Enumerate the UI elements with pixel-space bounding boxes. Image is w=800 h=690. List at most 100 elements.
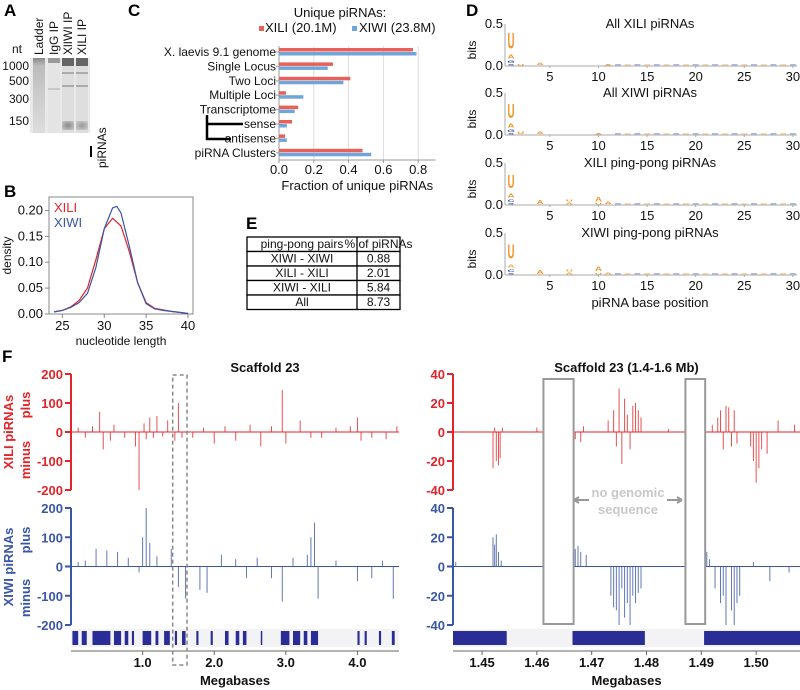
bar-xiwi (279, 109, 295, 114)
gel-band-pirna (62, 121, 74, 130)
y-axis-label: density (0, 236, 14, 274)
gene-block (142, 631, 152, 645)
logo-background-mark (634, 64, 641, 66)
logo-background-mark (780, 133, 787, 135)
logo-letter-c: C (507, 269, 515, 273)
density-chart: 25 30 35 40 0.00 0.05 0.10 0.15 0.20 nucleotide l… (0, 196, 195, 348)
logo-background-mark (682, 203, 689, 205)
logo-background-mark (789, 203, 796, 205)
density-line-xiwi (53, 205, 189, 315)
gene-block (704, 631, 800, 645)
gene-block (364, 631, 367, 645)
legend-title: Unique piRNAs: (294, 5, 387, 20)
panel-letter-d: D (466, 1, 478, 20)
track-title: Scaffold 23 (1.4-1.6 Mb) (554, 360, 698, 375)
logo-background-mark (624, 203, 631, 205)
legend-xiwi: XIWI (54, 215, 82, 230)
legend-xiwi: XIWI (23.8M) (359, 20, 436, 35)
logo-background-mark (741, 203, 748, 205)
gel-lane-igg (48, 58, 60, 133)
logo-background-mark (770, 203, 777, 205)
logo-background-mark (614, 64, 621, 66)
legend-xili: XILI (54, 200, 77, 215)
y-tick-label: -20 (426, 589, 445, 604)
gene-block (174, 631, 177, 645)
arrow-right-icon (667, 496, 683, 504)
gene-block (310, 631, 319, 645)
panel-letter-c: C (128, 1, 140, 20)
logo-background-mark (721, 133, 728, 135)
x-tick-label: 25 (55, 318, 69, 333)
gene-block (155, 631, 159, 645)
x-tick-label: 0.2 (305, 162, 323, 177)
gel-marker-1000: 1000 (2, 59, 29, 73)
x-tick-label: 25 (737, 208, 751, 223)
logo-letter-a: A (537, 199, 544, 205)
logo-letter-a: A (507, 263, 515, 269)
gel-lane-xili (76, 58, 88, 133)
gene-block (210, 631, 213, 645)
y-tick-label: 100 (41, 396, 63, 411)
gel-band (48, 58, 60, 63)
bar-xiwi (279, 80, 344, 85)
y-tick-label: -40 (426, 618, 445, 633)
logo-background-mark (741, 64, 748, 66)
category-label: antisense (225, 131, 277, 145)
category-label: Single Locus (207, 59, 276, 73)
logo-background-mark (712, 133, 719, 135)
gel-marker-150: 150 (9, 114, 29, 128)
y-tick-label: 0.0 (485, 267, 503, 282)
y-tick-label: -200 (37, 618, 63, 633)
x-tick-label: 1.47 (579, 655, 604, 670)
logo-background-mark (702, 64, 709, 66)
x-tick-label: 35 (139, 318, 153, 333)
logo-background-mark (692, 64, 699, 66)
logo-background-mark (634, 203, 641, 205)
y-axis-label: bits (465, 110, 479, 129)
logo-letter-u: U (507, 101, 514, 123)
logo-background-mark (644, 273, 651, 275)
strand-label-plus: plus (18, 527, 33, 554)
panel-letter-a: A (4, 1, 16, 20)
x-axis-label: Fraction of unique piRNAs (281, 178, 433, 193)
logo-letter-a: A (595, 196, 602, 203)
logo-background-mark (673, 203, 680, 205)
pirna-band-label: piRNAs (95, 127, 109, 168)
gel-unit-label: nt (12, 42, 23, 56)
logo-background-mark (624, 133, 631, 135)
logo-background-mark (682, 273, 689, 275)
x-tick-label: 20 (688, 138, 702, 153)
x-tick-label: 15 (640, 69, 654, 84)
x-axis-label: Megabases (200, 673, 270, 688)
gene-block (131, 631, 135, 645)
highlight-region-box (171, 374, 188, 666)
logo-background-mark (653, 203, 660, 205)
logo-letter-a: A (537, 130, 545, 135)
logo-letter-s: S (508, 64, 515, 66)
x-tick-label: 1.46 (524, 655, 549, 670)
y-tick-label: 0.5 (485, 16, 503, 31)
category-label: Two Loci (229, 74, 276, 88)
y-tick-label: 200 (41, 367, 63, 382)
logo-letter-u: U (566, 199, 573, 202)
row-label-xili: XILI piRNAs (1, 395, 16, 469)
x-tick-label: 2.0 (205, 655, 223, 670)
bar-xili (279, 105, 299, 110)
gel-band (76, 58, 88, 66)
logo-letter-a: A (605, 201, 613, 205)
y-axis-label: bits (465, 180, 479, 199)
logo-background-mark (702, 203, 709, 205)
logo-background-mark (634, 133, 641, 135)
x-tick-label: 0.8 (409, 162, 427, 177)
logo-background-mark (789, 133, 796, 135)
gel-band (62, 58, 74, 66)
plot-frame (48, 196, 194, 315)
gene-block (378, 631, 382, 645)
logo-background-mark (634, 273, 641, 275)
no-sequence-gap-box (542, 378, 575, 625)
gene-block (280, 631, 290, 645)
x-tick-label: 40 (181, 318, 195, 333)
table-cell: 5.84 (367, 281, 391, 295)
panel-letter-f: F (2, 347, 12, 366)
